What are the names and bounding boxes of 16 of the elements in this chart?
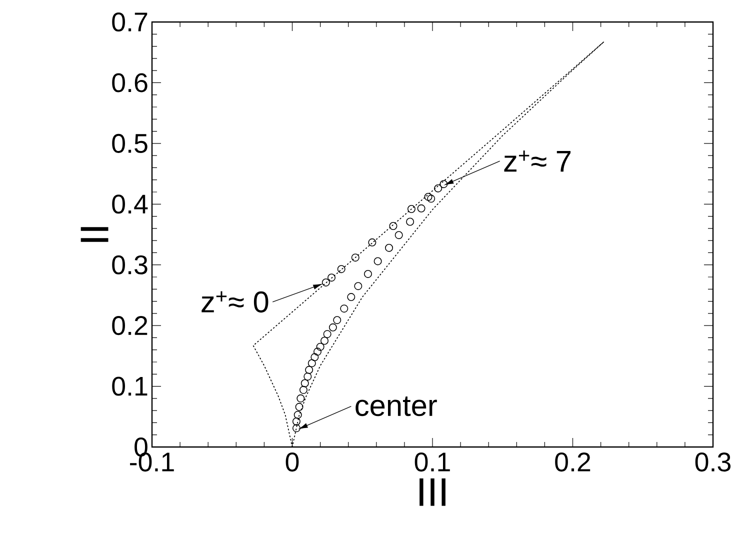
annotation: center (356, 396, 437, 416)
annotation: z$^{+}$≈ 0 (202, 291, 268, 313)
y-tick-label: 0.2 (112, 316, 148, 336)
y-axis-title: II (80, 227, 108, 242)
x-tick-label: 0.2 (555, 452, 590, 472)
annotation: z$^{+}$≈ 7 (504, 150, 570, 172)
y-tick-label: 0.7 (112, 12, 148, 32)
y-tick-label: 0.1 (112, 376, 148, 396)
y-tick-label: 0.4 (112, 194, 148, 214)
x-tick-label: 0.3 (695, 452, 731, 472)
y-tick-label: 0.6 (112, 73, 148, 92)
y-tick-label: 0.5 (112, 134, 148, 153)
y-tick-label: 0.3 (112, 255, 148, 274)
x-axis-title: III (420, 478, 446, 506)
x-tick-label: 0 (286, 452, 299, 472)
x-tick-label: 0.1 (414, 452, 450, 472)
